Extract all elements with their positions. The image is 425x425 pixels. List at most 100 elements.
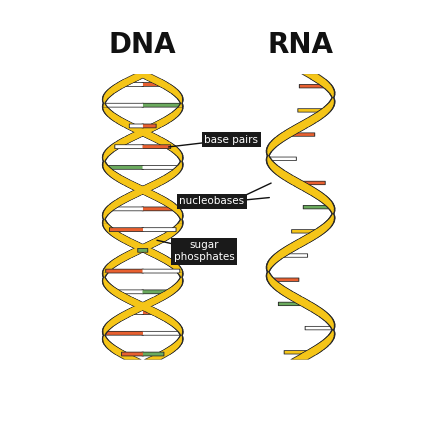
Polygon shape [324, 205, 335, 214]
Polygon shape [146, 176, 175, 185]
Polygon shape [103, 336, 113, 345]
Polygon shape [116, 190, 152, 200]
Polygon shape [109, 312, 141, 321]
FancyBboxPatch shape [286, 133, 315, 137]
Polygon shape [109, 118, 141, 127]
Polygon shape [117, 190, 150, 200]
Polygon shape [103, 156, 108, 166]
Polygon shape [318, 316, 335, 326]
Polygon shape [117, 181, 150, 190]
Polygon shape [109, 253, 141, 263]
Polygon shape [270, 132, 300, 142]
Polygon shape [106, 346, 130, 355]
Polygon shape [104, 171, 131, 180]
Polygon shape [116, 122, 151, 132]
FancyBboxPatch shape [142, 83, 164, 86]
Polygon shape [267, 152, 272, 161]
Polygon shape [173, 268, 182, 277]
Polygon shape [104, 142, 131, 151]
Polygon shape [154, 258, 181, 267]
FancyBboxPatch shape [137, 186, 144, 190]
FancyBboxPatch shape [114, 289, 144, 294]
Polygon shape [267, 156, 277, 166]
Polygon shape [102, 108, 122, 117]
FancyBboxPatch shape [142, 249, 147, 252]
Polygon shape [156, 229, 180, 238]
FancyBboxPatch shape [122, 352, 143, 356]
Polygon shape [300, 113, 330, 122]
Polygon shape [328, 210, 335, 219]
Polygon shape [110, 137, 140, 146]
FancyBboxPatch shape [105, 269, 144, 273]
FancyBboxPatch shape [278, 302, 307, 306]
Polygon shape [102, 326, 114, 335]
Polygon shape [135, 132, 168, 142]
Polygon shape [124, 186, 161, 195]
Polygon shape [134, 297, 170, 306]
Polygon shape [125, 302, 162, 311]
Polygon shape [300, 346, 328, 355]
Polygon shape [317, 84, 335, 93]
FancyBboxPatch shape [305, 326, 334, 330]
Polygon shape [109, 292, 142, 301]
FancyBboxPatch shape [299, 84, 328, 88]
Polygon shape [315, 336, 335, 345]
Polygon shape [164, 89, 182, 98]
Polygon shape [104, 147, 121, 156]
Polygon shape [290, 234, 324, 243]
Polygon shape [134, 239, 170, 248]
Polygon shape [126, 302, 160, 311]
FancyBboxPatch shape [104, 104, 143, 107]
FancyBboxPatch shape [122, 83, 143, 86]
Polygon shape [109, 195, 142, 204]
Polygon shape [272, 249, 298, 258]
Polygon shape [110, 176, 139, 185]
Polygon shape [109, 176, 141, 185]
Polygon shape [291, 118, 324, 127]
Polygon shape [144, 137, 176, 146]
Polygon shape [310, 312, 334, 321]
Polygon shape [104, 84, 132, 93]
Polygon shape [106, 258, 130, 267]
FancyBboxPatch shape [105, 165, 144, 170]
Polygon shape [156, 113, 180, 122]
FancyBboxPatch shape [130, 125, 143, 128]
Polygon shape [171, 336, 184, 345]
Polygon shape [117, 307, 150, 316]
Polygon shape [178, 273, 182, 282]
Polygon shape [312, 79, 332, 88]
Polygon shape [116, 297, 152, 306]
Polygon shape [103, 162, 113, 170]
Polygon shape [156, 316, 180, 326]
Polygon shape [156, 200, 180, 209]
Polygon shape [104, 258, 131, 267]
Polygon shape [155, 113, 181, 122]
Polygon shape [295, 186, 324, 195]
Polygon shape [324, 215, 334, 224]
Polygon shape [103, 215, 108, 224]
Polygon shape [173, 103, 182, 112]
Polygon shape [323, 98, 335, 108]
Polygon shape [156, 287, 180, 297]
FancyBboxPatch shape [271, 278, 298, 281]
Polygon shape [276, 128, 309, 136]
Polygon shape [146, 234, 175, 243]
FancyBboxPatch shape [109, 207, 144, 211]
Polygon shape [326, 321, 334, 331]
Polygon shape [285, 181, 319, 190]
Polygon shape [145, 79, 175, 88]
Polygon shape [103, 98, 108, 108]
Polygon shape [272, 287, 302, 297]
Polygon shape [104, 229, 131, 238]
Polygon shape [156, 258, 180, 267]
Polygon shape [144, 292, 176, 301]
Polygon shape [163, 224, 184, 234]
Polygon shape [310, 108, 332, 117]
Polygon shape [102, 224, 122, 234]
Polygon shape [104, 283, 121, 292]
Polygon shape [110, 118, 139, 127]
FancyBboxPatch shape [270, 278, 299, 282]
Polygon shape [266, 156, 278, 166]
Polygon shape [110, 79, 140, 88]
FancyBboxPatch shape [280, 254, 307, 257]
